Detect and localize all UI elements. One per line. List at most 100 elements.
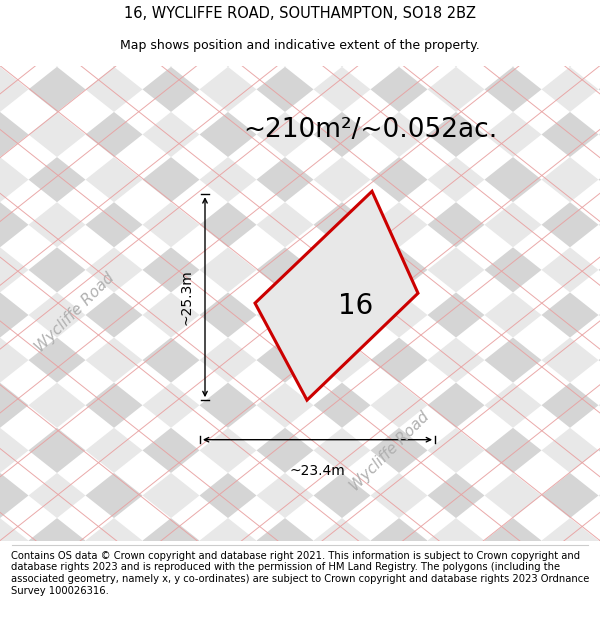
Polygon shape [86, 0, 143, 22]
Polygon shape [314, 608, 371, 625]
Polygon shape [314, 67, 371, 112]
Polygon shape [542, 563, 599, 608]
Polygon shape [542, 0, 599, 22]
Text: Map shows position and indicative extent of the property.: Map shows position and indicative extent… [120, 39, 480, 52]
Polygon shape [599, 473, 600, 518]
Polygon shape [29, 112, 86, 157]
Polygon shape [29, 473, 86, 518]
Polygon shape [29, 22, 86, 67]
Polygon shape [0, 382, 29, 428]
Polygon shape [427, 0, 485, 22]
Polygon shape [427, 338, 485, 382]
Polygon shape [257, 0, 314, 22]
Polygon shape [314, 563, 371, 608]
Polygon shape [86, 157, 143, 202]
Polygon shape [29, 563, 86, 608]
Polygon shape [143, 157, 199, 202]
Polygon shape [257, 248, 314, 292]
Polygon shape [257, 563, 314, 608]
Polygon shape [427, 428, 485, 473]
Polygon shape [599, 157, 600, 202]
Polygon shape [542, 157, 599, 202]
Polygon shape [427, 518, 485, 563]
Polygon shape [29, 292, 86, 338]
Polygon shape [143, 22, 199, 67]
Polygon shape [599, 67, 600, 112]
Polygon shape [542, 292, 599, 338]
Polygon shape [314, 338, 371, 382]
Polygon shape [143, 382, 199, 428]
Polygon shape [485, 292, 542, 338]
Polygon shape [0, 0, 29, 22]
Polygon shape [427, 563, 485, 608]
Polygon shape [371, 382, 427, 428]
Polygon shape [371, 428, 427, 473]
Polygon shape [427, 473, 485, 518]
Polygon shape [86, 112, 143, 157]
Polygon shape [314, 428, 371, 473]
Polygon shape [0, 518, 29, 563]
Polygon shape [599, 608, 600, 625]
Polygon shape [599, 22, 600, 67]
Polygon shape [371, 338, 427, 382]
Polygon shape [371, 518, 427, 563]
Polygon shape [542, 248, 599, 292]
Polygon shape [257, 608, 314, 625]
Polygon shape [371, 473, 427, 518]
Polygon shape [542, 67, 599, 112]
Polygon shape [314, 112, 371, 157]
Polygon shape [599, 248, 600, 292]
Polygon shape [29, 428, 86, 473]
Polygon shape [599, 338, 600, 382]
Polygon shape [0, 112, 29, 157]
Polygon shape [371, 608, 427, 625]
Polygon shape [86, 428, 143, 473]
Polygon shape [542, 382, 599, 428]
Polygon shape [199, 292, 257, 338]
Polygon shape [257, 518, 314, 563]
Polygon shape [143, 338, 199, 382]
Polygon shape [427, 67, 485, 112]
Polygon shape [485, 338, 542, 382]
Polygon shape [143, 112, 199, 157]
Polygon shape [427, 112, 485, 157]
Polygon shape [257, 22, 314, 67]
Polygon shape [371, 112, 427, 157]
Polygon shape [599, 112, 600, 157]
Polygon shape [257, 67, 314, 112]
Polygon shape [257, 292, 314, 338]
Polygon shape [542, 428, 599, 473]
Polygon shape [0, 473, 29, 518]
Text: Wycliffe Road: Wycliffe Road [32, 271, 118, 356]
Polygon shape [0, 608, 29, 625]
Polygon shape [599, 0, 600, 22]
Polygon shape [371, 22, 427, 67]
Polygon shape [485, 248, 542, 292]
Polygon shape [427, 382, 485, 428]
Polygon shape [143, 202, 199, 248]
Text: ~25.3m: ~25.3m [180, 269, 194, 325]
Polygon shape [542, 473, 599, 518]
Polygon shape [542, 608, 599, 625]
Polygon shape [0, 428, 29, 473]
Polygon shape [257, 202, 314, 248]
Polygon shape [143, 608, 199, 625]
Polygon shape [143, 428, 199, 473]
Polygon shape [542, 22, 599, 67]
Polygon shape [199, 22, 257, 67]
Polygon shape [427, 608, 485, 625]
Polygon shape [29, 382, 86, 428]
Polygon shape [485, 0, 542, 22]
Polygon shape [314, 157, 371, 202]
Polygon shape [0, 22, 29, 67]
Polygon shape [427, 22, 485, 67]
Polygon shape [199, 382, 257, 428]
Polygon shape [485, 428, 542, 473]
Text: 16, WYCLIFFE ROAD, SOUTHAMPTON, SO18 2BZ: 16, WYCLIFFE ROAD, SOUTHAMPTON, SO18 2BZ [124, 6, 476, 21]
Polygon shape [314, 0, 371, 22]
Polygon shape [29, 248, 86, 292]
Polygon shape [542, 112, 599, 157]
Polygon shape [599, 382, 600, 428]
Polygon shape [485, 563, 542, 608]
Polygon shape [86, 608, 143, 625]
